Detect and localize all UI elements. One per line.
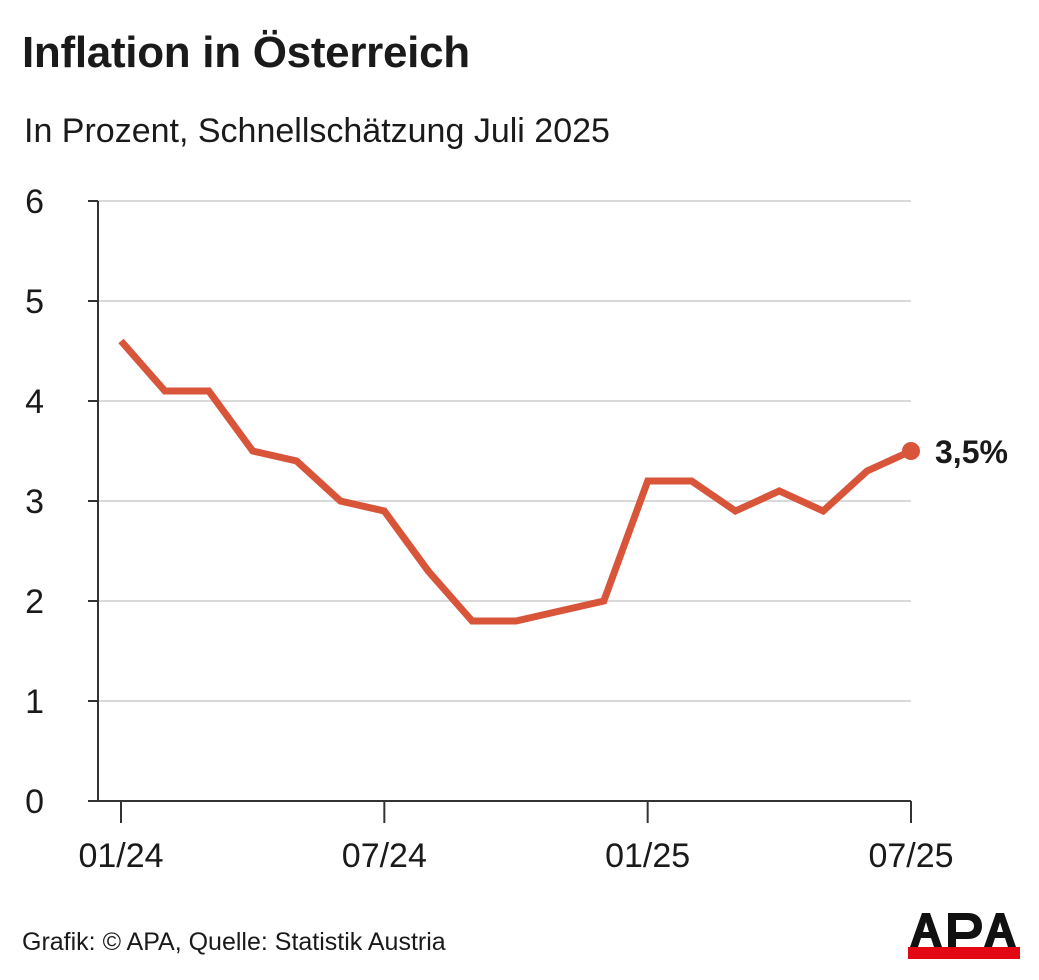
chart-title: Inflation in Österreich <box>22 28 470 77</box>
y-tick-label: 3 <box>25 483 44 521</box>
x-tick-label: 01/24 <box>78 837 163 875</box>
y-tick-label: 6 <box>25 183 44 221</box>
apa-logo-letter-p <box>948 913 982 947</box>
source-note: Grafik: © APA, Quelle: Statistik Austria <box>22 928 446 956</box>
x-tick-label: 07/24 <box>342 837 427 875</box>
y-tick-label: 5 <box>25 283 44 321</box>
y-tick-label: 2 <box>25 583 44 621</box>
end-point-marker <box>902 442 920 460</box>
x-tick-label: 07/25 <box>868 837 953 875</box>
apa-logo <box>908 913 1020 959</box>
y-tick-label: 4 <box>25 383 44 421</box>
y-tick-label: 0 <box>25 783 44 821</box>
chart-subtitle: In Prozent, Schnellschätzung Juli 2025 <box>24 112 610 150</box>
x-tick-label: 01/25 <box>605 837 690 875</box>
inflation-line-chart: 0 1 2 3 4 5 6 01/24 07/24 01/25 07/25 3,5% <box>25 183 1008 875</box>
apa-logo-bar <box>908 947 1020 959</box>
end-value-label: 3,5% <box>935 434 1008 470</box>
y-tick-label: 1 <box>25 683 44 721</box>
inflation-series-line <box>118 338 913 625</box>
